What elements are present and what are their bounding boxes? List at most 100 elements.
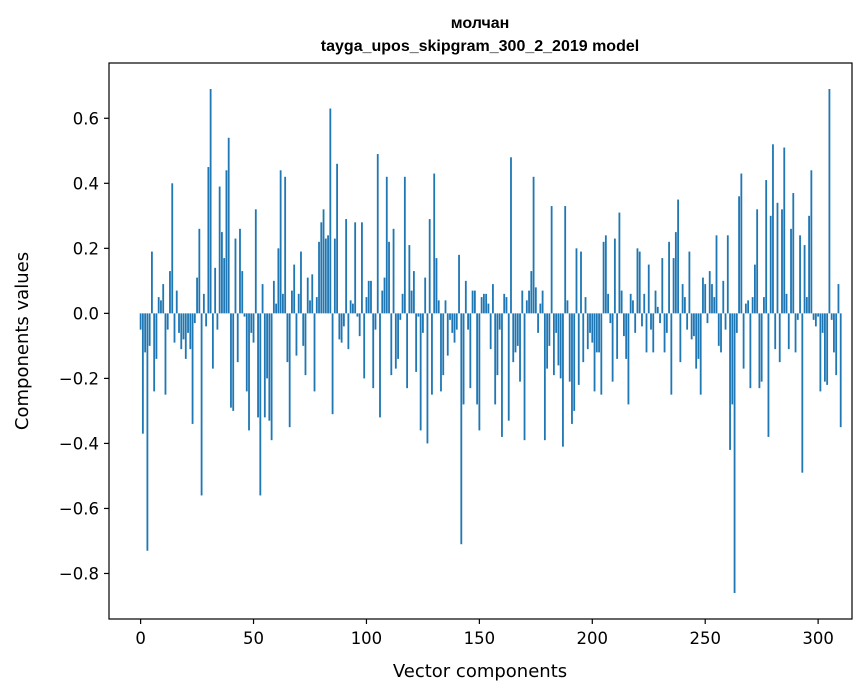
bar [505, 297, 508, 314]
bar [300, 251, 302, 314]
bar [227, 137, 230, 314]
bar [435, 258, 438, 314]
bar [356, 313, 359, 317]
bar [453, 313, 456, 343]
bar [796, 313, 799, 320]
bar [731, 313, 734, 405]
bar [729, 313, 731, 450]
bar [424, 277, 427, 314]
bar [627, 313, 630, 405]
bar [345, 219, 348, 314]
bar [821, 313, 824, 333]
bar [510, 157, 512, 314]
bar [485, 293, 488, 314]
bar [467, 313, 469, 330]
bar [336, 163, 338, 314]
bar [182, 313, 185, 340]
bar [539, 303, 542, 314]
bar [248, 313, 250, 431]
y-tick-label: 0.4 [73, 174, 99, 193]
bar [162, 284, 165, 314]
bar [198, 228, 201, 314]
bar [408, 245, 411, 314]
bar [431, 313, 433, 395]
bar [272, 280, 275, 314]
bar [584, 297, 587, 314]
bar [530, 271, 533, 314]
bar [437, 300, 440, 314]
bar [677, 199, 680, 314]
bar [451, 313, 454, 333]
bar [562, 313, 564, 447]
bar [291, 290, 293, 314]
bar [288, 313, 291, 428]
x-tick-label: 300 [802, 629, 834, 648]
bar [717, 313, 720, 346]
bar [706, 313, 709, 324]
bar [598, 313, 600, 353]
bar [600, 313, 603, 395]
bar [281, 293, 284, 314]
bar [537, 313, 539, 333]
bar [449, 313, 451, 320]
bar [268, 313, 271, 421]
bar [297, 293, 300, 314]
bar [241, 271, 244, 314]
bar [275, 303, 278, 314]
bar [652, 313, 655, 353]
bar [623, 313, 625, 337]
bar [604, 235, 607, 314]
bar [641, 313, 643, 327]
bar [586, 313, 589, 350]
bar [302, 313, 305, 346]
bar [620, 290, 623, 314]
plot-frame [108, 62, 853, 620]
bar [191, 313, 194, 424]
bar [403, 176, 406, 314]
y-tick-label: 0.0 [73, 304, 99, 323]
x-axis-ticks: 0 50 100 150 200 250 300 [135, 619, 834, 648]
bar [180, 313, 183, 350]
bar [295, 313, 298, 356]
bar [763, 297, 765, 314]
bar [792, 193, 795, 314]
bar [304, 313, 307, 376]
bar [790, 228, 792, 314]
bar [243, 313, 246, 317]
bar [704, 284, 707, 314]
bar [266, 313, 268, 379]
bar [733, 313, 736, 593]
bar [609, 313, 612, 324]
bar [171, 183, 174, 314]
bar [803, 245, 806, 314]
bar [196, 277, 198, 314]
bar [543, 313, 546, 441]
bar [257, 313, 259, 418]
bar [580, 251, 582, 314]
bar [223, 258, 226, 314]
bar [333, 238, 336, 314]
bar [772, 144, 774, 314]
bar [148, 313, 151, 346]
bar [309, 300, 311, 314]
bar [270, 313, 273, 441]
bar [489, 313, 492, 350]
bar [582, 313, 585, 363]
bar [415, 313, 418, 372]
bar [738, 196, 740, 314]
y-tick-label: 0.2 [73, 239, 99, 258]
bar [602, 241, 605, 314]
bar [151, 251, 153, 314]
bar [595, 313, 598, 353]
bar [205, 313, 208, 327]
x-tick-label: 0 [135, 629, 146, 648]
bar [331, 313, 334, 415]
bar [708, 271, 711, 314]
bar [385, 176, 388, 314]
bar [591, 313, 594, 343]
bar [374, 313, 377, 330]
bar [155, 313, 158, 359]
bar [824, 313, 826, 382]
bar [202, 293, 205, 314]
bar [372, 313, 375, 389]
